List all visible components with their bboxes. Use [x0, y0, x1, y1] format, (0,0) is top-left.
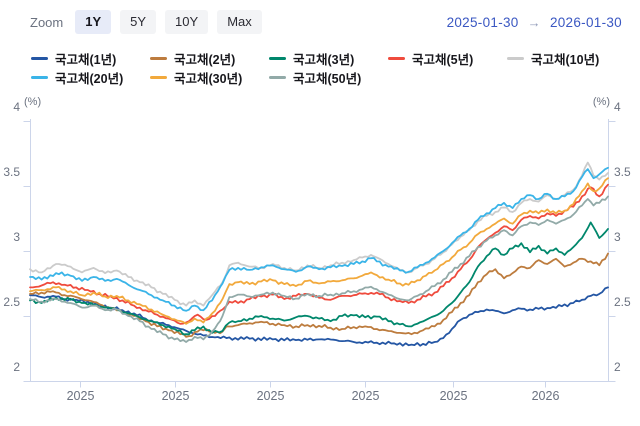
date-to-field[interactable]: 2026-01-30 [549, 14, 622, 30]
date-range-arrow-icon: → [527, 14, 541, 30]
x-tick-label: 2026 [532, 389, 560, 403]
legend-item-ktb-50y[interactable]: 국고채(50년) [269, 68, 388, 87]
legend-marker-ktb-20y [31, 76, 48, 79]
y-tick-label-left: 2 [13, 360, 20, 374]
chart-legend: 국고채(1년) 국고채(2년) 국고채(3년) 국고채(5년) 국고채(10년) 국고채(… [31, 49, 637, 87]
series-line-ktb-1y[interactable] [29, 286, 609, 347]
legend-label: 국고채(2년) [174, 53, 236, 67]
chart-toolbar: Zoom 1Y 5Y 10Y Max 2025-01-30 → 2026-01-… [30, 9, 622, 35]
x-tick-label: 2025 [257, 389, 285, 403]
zoom-button-max[interactable]: Max [217, 10, 262, 34]
legend-label: 국고채(50년) [293, 72, 362, 86]
x-tick-label: 2025 [352, 389, 380, 403]
legend-row: 국고채(20년) 국고채(30년) 국고채(50년) [31, 68, 637, 87]
y-tick-label-right: 3 [614, 230, 621, 244]
y-tick-label-left: 4 [13, 100, 20, 114]
legend-marker-ktb-1y [31, 57, 48, 60]
legend-item-ktb-30y[interactable]: 국고채(30년) [150, 68, 269, 87]
series-line-ktb-30y[interactable] [29, 177, 609, 325]
y-tick-label-right: 3.5 [614, 165, 631, 179]
legend-marker-ktb-50y [269, 76, 286, 79]
series-line-ktb-20y[interactable] [29, 166, 609, 312]
y-tick-label-right: 4 [614, 100, 621, 114]
legend-label: 국고채(20년) [55, 72, 124, 86]
legend-item-ktb-10y[interactable]: 국고채(10년) [507, 49, 626, 68]
y-axis-unit-right: (%) [593, 96, 610, 108]
legend-marker-ktb-2y [150, 57, 167, 60]
legend-item-ktb-2y[interactable]: 국고채(2년) [150, 49, 269, 68]
legend-label: 국고채(3년) [293, 53, 355, 67]
y-tick-label-right: 2.5 [614, 295, 631, 309]
legend-marker-ktb-5y [388, 57, 405, 60]
legend-item-ktb-1y[interactable]: 국고채(1년) [31, 49, 150, 68]
x-tick-label: 2025 [162, 389, 190, 403]
bond-yield-line-chart: 2 2 2.5 2.5 3 3 3.5 3.5 4 4 (%) (%) 2025 2025 2025 2025… [3, 96, 631, 403]
legend-label: 국고채(30년) [174, 72, 243, 86]
legend-item-ktb-5y[interactable]: 국고채(5년) [388, 49, 507, 68]
zoom-button-5y[interactable]: 5Y [120, 10, 157, 34]
series-line-ktb-50y[interactable] [29, 195, 609, 343]
legend-label: 국고채(1년) [55, 53, 117, 67]
zoom-button-10y[interactable]: 10Y [165, 10, 209, 34]
legend-marker-ktb-30y [150, 76, 167, 79]
series-line-ktb-5y[interactable] [29, 183, 609, 325]
legend-label: 국고채(5년) [412, 53, 474, 67]
y-axis-unit-left: (%) [24, 96, 41, 108]
y-tick-label-left: 2.5 [3, 295, 20, 309]
date-from-field[interactable]: 2025-01-30 [446, 14, 519, 30]
series-line-ktb-10y[interactable] [29, 161, 609, 307]
legend-item-ktb-20y[interactable]: 국고채(20년) [31, 68, 150, 87]
x-tick-label: 2025 [440, 389, 468, 403]
y-tick-label-left: 3.5 [3, 165, 20, 179]
y-tick-label-right: 2 [614, 360, 621, 374]
legend-item-ktb-3y[interactable]: 국고채(3년) [269, 49, 388, 68]
zoom-button-group: 1Y 5Y 10Y Max [75, 10, 262, 34]
zoom-button-1y[interactable]: 1Y [75, 10, 112, 34]
legend-row: 국고채(1년) 국고채(2년) 국고채(3년) 국고채(5년) 국고채(10년) [31, 49, 637, 68]
zoom-label: Zoom [30, 14, 64, 30]
legend-label: 국고채(10년) [531, 53, 600, 67]
series-line-ktb-3y[interactable] [29, 221, 609, 336]
date-range: 2025-01-30 → 2026-01-30 [447, 15, 622, 30]
y-tick-label-left: 3 [13, 230, 20, 244]
legend-marker-ktb-10y [507, 57, 524, 60]
legend-marker-ktb-3y [269, 57, 286, 60]
x-tick-label: 2025 [67, 389, 95, 403]
